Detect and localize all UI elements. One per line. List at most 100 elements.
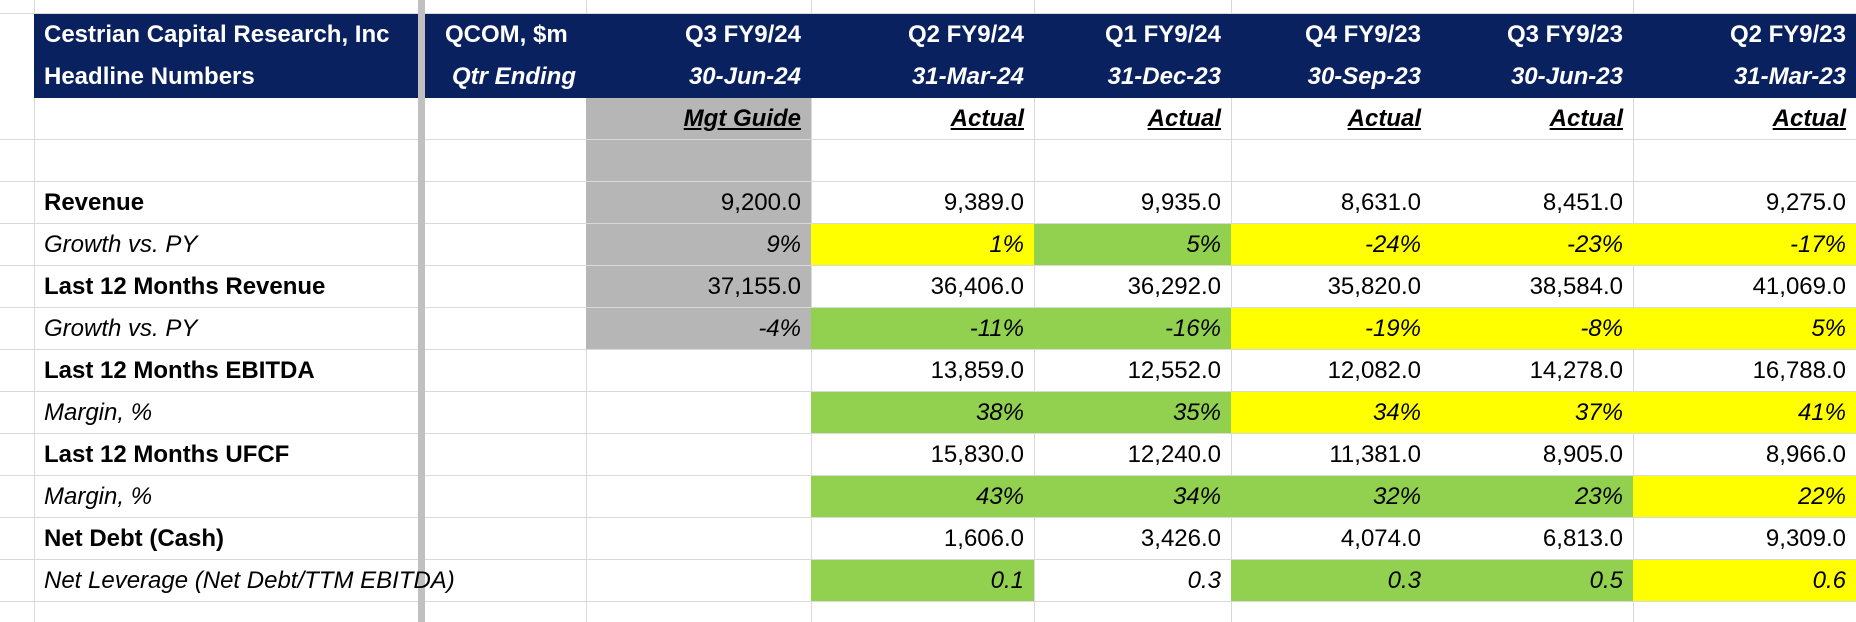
col-quarter-6[interactable]: Q2 FY9/23	[1633, 14, 1856, 56]
table-cell[interactable]: 22%	[1633, 476, 1856, 517]
col-date-4[interactable]: 30-Sep-23	[1231, 56, 1431, 98]
table-cell[interactable]: 0.3	[1231, 560, 1431, 601]
col-date-3[interactable]: 31-Dec-23	[1034, 56, 1231, 98]
table-cell[interactable]: 8,966.0	[1765, 440, 1846, 468]
table-cell[interactable]: 9,200.0	[586, 182, 811, 223]
table-row: Last 12 Months EBITDA 13,859.0 12,552.0 12,…	[0, 350, 1856, 392]
row-label[interactable]: Growth vs. PY	[44, 314, 198, 342]
table-cell[interactable]: 37,155.0	[586, 266, 811, 307]
table-cell[interactable]: 12,240.0	[1127, 440, 1221, 468]
table-cell[interactable]: 4,074.0	[1340, 524, 1421, 552]
col-quarter-4[interactable]: Q4 FY9/23	[1231, 14, 1431, 56]
row-label[interactable]: Last 12 Months Revenue	[44, 272, 326, 300]
col-date-5[interactable]: 30-Jun-23	[1431, 56, 1633, 98]
qtr-ending-label[interactable]: Qtr Ending	[425, 56, 586, 98]
table-cell[interactable]: 1%	[811, 224, 1034, 265]
table-cell[interactable]: 9,935.0	[1140, 188, 1221, 216]
table-row: Margin, % 38% 35% 34% 37% 41%	[0, 392, 1856, 434]
gridline	[34, 0, 35, 622]
col-quarter-3[interactable]: Q1 FY9/24	[1034, 14, 1231, 56]
table-cell[interactable]	[586, 434, 811, 475]
table-cell[interactable]: 3,426.0	[1140, 524, 1221, 552]
table-cell[interactable]: -17%	[1633, 224, 1856, 265]
table-cell[interactable]: 32%	[1231, 476, 1431, 517]
table-cell[interactable]	[586, 392, 811, 433]
table-cell[interactable]: 43%	[811, 476, 1034, 517]
table-cell[interactable]: 23%	[1431, 476, 1633, 517]
col-date-2[interactable]: 31-Mar-24	[811, 56, 1034, 98]
row-label[interactable]: Margin, %	[44, 398, 153, 426]
col-quarter-5[interactable]: Q3 FY9/23	[1431, 14, 1633, 56]
row-label[interactable]: Net Leverage (Net Debt/TTM EBITDA)	[44, 566, 455, 594]
table-cell[interactable]: -24%	[1231, 224, 1431, 265]
col-basis-2[interactable]: Actual	[950, 104, 1024, 132]
company-name[interactable]: Cestrian Capital Research, Inc	[34, 14, 418, 56]
table-cell[interactable]: 0.6	[1633, 560, 1856, 601]
table-cell[interactable]: 5%	[1633, 308, 1856, 349]
report-subtitle[interactable]: Headline Numbers	[34, 56, 418, 98]
table-cell[interactable]: 41,069.0	[1752, 272, 1846, 300]
row-label[interactable]: Net Debt (Cash)	[44, 524, 225, 552]
table-cell[interactable]: 9,309.0	[1765, 524, 1846, 552]
table-row: Growth vs. PY 9% 1% 5% -24% -23% -17%	[0, 224, 1856, 266]
table-cell[interactable]: 38,584.0	[1529, 272, 1623, 300]
table-cell[interactable]: 38%	[811, 392, 1034, 433]
table-cell[interactable]: 9%	[586, 224, 811, 265]
col-basis-6[interactable]: Actual	[1772, 104, 1846, 132]
col-quarter-2[interactable]: Q2 FY9/24	[811, 14, 1034, 56]
table-cell[interactable]: 14,278.0	[1529, 356, 1623, 384]
col-basis-1[interactable]: Mgt Guide	[586, 98, 811, 139]
table-cell[interactable]: 37%	[1431, 392, 1633, 433]
table-cell[interactable]: -11%	[811, 308, 1034, 349]
table-cell[interactable]: 16,788.0	[1752, 356, 1846, 384]
table-cell[interactable]: -8%	[1431, 308, 1633, 349]
table-cell[interactable]: 8,631.0	[1340, 188, 1421, 216]
row-label[interactable]: Margin, %	[44, 482, 153, 510]
table-cell[interactable]: 8,451.0	[1542, 188, 1623, 216]
table-row: Last 12 Months Revenue 37,155.0 36,406.0 36…	[0, 266, 1856, 308]
row-label[interactable]: Growth vs. PY	[44, 230, 198, 258]
table-cell[interactable]: 1,606.0	[943, 524, 1024, 552]
col-basis-5[interactable]: Actual	[1549, 104, 1623, 132]
table-cell[interactable]: 0.5	[1431, 560, 1633, 601]
col-quarter-1[interactable]: Q3 FY9/24	[586, 14, 811, 56]
row-label[interactable]: Revenue	[44, 188, 145, 216]
table-cell[interactable]: 11,381.0	[1329, 440, 1421, 468]
table-cell[interactable]: 35%	[1034, 392, 1231, 433]
table-cell[interactable]: 35,820.0	[1327, 272, 1421, 300]
table-cell[interactable]: -16%	[1034, 308, 1231, 349]
table-cell[interactable]: 12,552.0	[1127, 356, 1221, 384]
frozen-pane-divider[interactable]	[418, 0, 425, 622]
ticker-label[interactable]: QCOM, $m	[425, 14, 586, 56]
row-label[interactable]: Last 12 Months UFCF	[44, 440, 290, 468]
table-cell[interactable]: 9,275.0	[1765, 188, 1846, 216]
table-cell[interactable]: -23%	[1431, 224, 1633, 265]
table-cell[interactable]: 34%	[1034, 476, 1231, 517]
table-cell[interactable]	[586, 476, 811, 517]
table-cell[interactable]: 13,859.0	[930, 356, 1024, 384]
guide-spacer-cell[interactable]	[586, 140, 811, 181]
table-cell[interactable]	[586, 350, 811, 391]
col-date-6[interactable]: 31-Mar-23	[1633, 56, 1856, 98]
table-cell[interactable]	[586, 560, 811, 601]
table-cell[interactable]: 41%	[1633, 392, 1856, 433]
table-cell[interactable]	[586, 518, 811, 559]
table-cell[interactable]: 15,830.0	[930, 440, 1024, 468]
col-basis-4[interactable]: Actual	[1347, 104, 1421, 132]
table-cell[interactable]: 34%	[1231, 392, 1431, 433]
table-cell[interactable]: -4%	[586, 308, 811, 349]
table-cell[interactable]: 5%	[1034, 224, 1231, 265]
table-cell[interactable]: 8,905.0	[1542, 440, 1623, 468]
table-cell[interactable]: 12,082.0	[1327, 356, 1421, 384]
table-cell[interactable]: 0.1	[811, 560, 1034, 601]
col-basis-3[interactable]: Actual	[1147, 104, 1221, 132]
table-cell[interactable]: 9,389.0	[943, 188, 1024, 216]
table-cell[interactable]: 6,813.0	[1542, 524, 1623, 552]
col-date-1[interactable]: 30-Jun-24	[586, 56, 811, 98]
row-label[interactable]: Last 12 Months EBITDA	[44, 356, 315, 384]
table-cell[interactable]: 36,406.0	[930, 272, 1024, 300]
table-cell[interactable]: -19%	[1231, 308, 1431, 349]
table-cell[interactable]: 36,292.0	[1127, 272, 1221, 300]
table-cell[interactable]: 0.3	[1187, 566, 1221, 594]
